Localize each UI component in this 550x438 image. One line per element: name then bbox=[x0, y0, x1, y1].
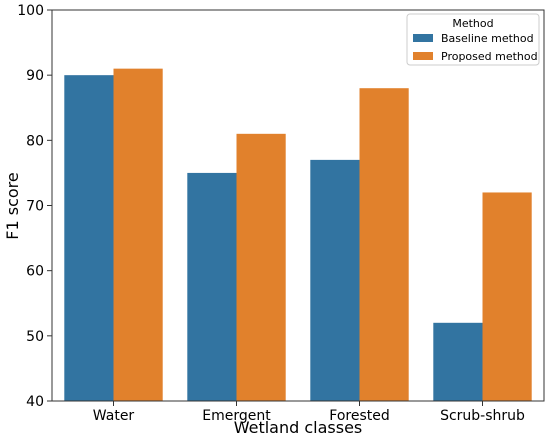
legend-items: Baseline method Proposed method bbox=[413, 32, 538, 63]
bar-water-baseline bbox=[64, 75, 114, 402]
y-tick-label: 100 bbox=[17, 3, 44, 19]
bar-water-proposed bbox=[113, 68, 163, 402]
y-tick-label: 80 bbox=[26, 133, 44, 149]
plot-frame bbox=[51, 9, 545, 402]
legend-label-proposed: Proposed method bbox=[441, 50, 538, 63]
bar-scrub-shrub-proposed bbox=[482, 192, 532, 401]
y-tick-label: 70 bbox=[26, 199, 44, 215]
bar-forested-baseline bbox=[310, 159, 360, 401]
x-tick-label-water: Water bbox=[93, 408, 135, 424]
x-tick-label-forested: Forested bbox=[329, 408, 389, 424]
bar-forested-proposed bbox=[359, 88, 409, 401]
bar-emergent-proposed bbox=[236, 133, 286, 402]
legend-swatch-proposed bbox=[413, 52, 433, 60]
bars-group bbox=[64, 68, 532, 402]
legend-swatch-baseline bbox=[413, 34, 433, 42]
y-tick-label: 50 bbox=[26, 329, 44, 345]
y-axis-label: F1 score bbox=[3, 172, 22, 239]
y-tick-label: 90 bbox=[26, 68, 44, 84]
legend-label-baseline: Baseline method bbox=[441, 32, 534, 45]
y-tick-label: 60 bbox=[26, 264, 44, 280]
legend-title: Method bbox=[452, 17, 493, 30]
legend-box bbox=[406, 13, 540, 66]
y-tick-label: 40 bbox=[26, 394, 44, 410]
x-axis-label: Wetland classes bbox=[234, 418, 363, 437]
y-axis-ticks: 40 50 60 70 80 90 100 bbox=[17, 3, 52, 410]
x-tick-label-scrub-shrub: Scrub-shrub bbox=[440, 408, 525, 424]
x-tick-label-emergent: Emergent bbox=[202, 408, 271, 424]
x-axis-ticks: Water Emergent Forested Scrub-shrub bbox=[93, 401, 525, 424]
bar-scrub-shrub-baseline bbox=[433, 322, 483, 401]
legend: Method Baseline method Proposed method bbox=[406, 13, 540, 66]
bar-emergent-baseline bbox=[187, 172, 237, 401]
